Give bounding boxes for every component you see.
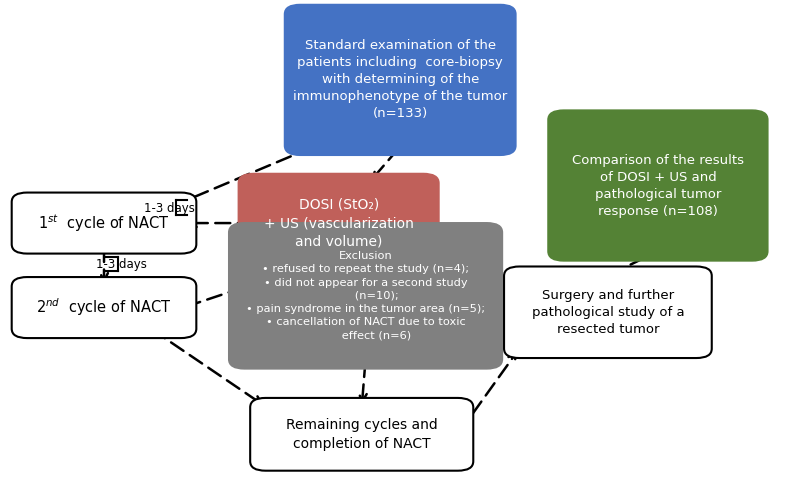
Text: 1-3 days: 1-3 days [97, 258, 147, 271]
FancyBboxPatch shape [504, 266, 712, 358]
FancyBboxPatch shape [229, 223, 502, 369]
Text: DOSI (StO₂)
+ US (vascularization
and volume): DOSI (StO₂) + US (vascularization and vo… [264, 198, 414, 249]
Text: $2^{nd}$  cycle of NACT: $2^{nd}$ cycle of NACT [36, 297, 172, 319]
FancyBboxPatch shape [250, 398, 473, 471]
FancyBboxPatch shape [12, 193, 196, 253]
Text: Surgery and further
pathological study of a
resected tumor: Surgery and further pathological study o… [531, 289, 685, 336]
Text: Remaining cycles and
completion of NACT: Remaining cycles and completion of NACT [286, 418, 437, 451]
FancyBboxPatch shape [12, 277, 196, 338]
FancyBboxPatch shape [239, 174, 439, 273]
Text: Standard examination of the
patients including  core-biopsy
with determining of : Standard examination of the patients inc… [293, 39, 507, 120]
Text: Comparison of the results
of DOSI + US and
pathological tumor
response (n=108): Comparison of the results of DOSI + US a… [572, 153, 744, 217]
Text: $1^{st}$  cycle of NACT: $1^{st}$ cycle of NACT [38, 212, 170, 234]
Text: 1-3 days: 1-3 days [144, 203, 195, 216]
FancyBboxPatch shape [285, 5, 516, 155]
Text: Exclusion
• refused to repeat the study (n=4);
• did not appear for a second stu: Exclusion • refused to repeat the study … [246, 251, 485, 341]
FancyBboxPatch shape [548, 111, 768, 261]
